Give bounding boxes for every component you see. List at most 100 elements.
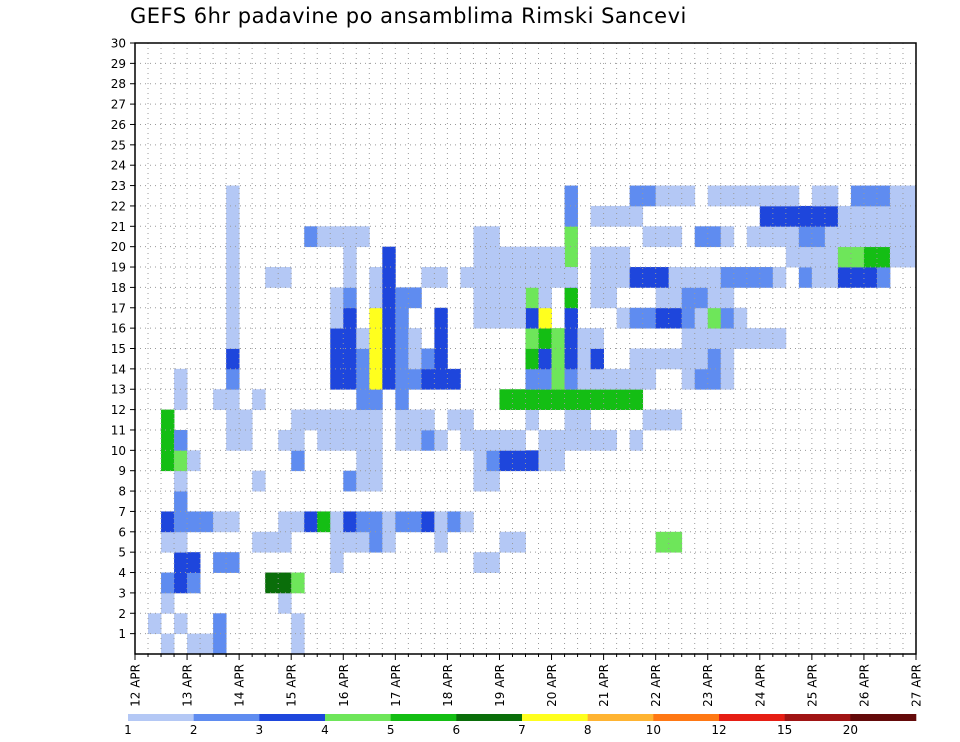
heat-cell (590, 348, 604, 370)
colorbar-label: 5 (387, 723, 395, 737)
y-tick-label: 23 (111, 179, 126, 193)
heat-cell (720, 226, 735, 248)
heat-cell (291, 572, 305, 594)
heat-cell (538, 307, 552, 329)
heat-cell (902, 205, 917, 227)
heat-cell (525, 307, 539, 329)
heat-cell (655, 226, 670, 248)
heat-cell (733, 185, 748, 207)
heat-cell (694, 307, 709, 329)
heat-cell (551, 368, 565, 390)
heat-cell (564, 185, 578, 207)
heat-cell (668, 287, 683, 309)
y-tick-label: 18 (111, 281, 126, 295)
heat-cell (395, 409, 409, 431)
heat-cell (226, 328, 240, 349)
heat-cell (200, 633, 214, 655)
heat-cell (655, 185, 670, 207)
heat-cell (434, 348, 448, 370)
heat-cell (278, 592, 292, 614)
heat-cell (291, 429, 305, 451)
heat-cell (382, 511, 396, 533)
heat-cell (291, 511, 305, 533)
heat-cell (824, 246, 839, 268)
heat-cell (434, 328, 448, 349)
heat-cell (525, 287, 539, 309)
colorbar-label: 12 (711, 723, 726, 737)
heat-cell (564, 409, 578, 431)
heat-cell (369, 328, 383, 349)
heat-cell (473, 552, 487, 573)
heat-cell (291, 613, 305, 635)
heat-cell (356, 328, 370, 349)
heat-cell (603, 205, 618, 227)
colorbar-label: 1 (124, 723, 132, 737)
y-tick-label: 27 (111, 98, 126, 112)
heat-cell (473, 307, 487, 329)
heat-cell (512, 287, 526, 309)
heat-cell (421, 267, 435, 288)
heat-cell (252, 389, 266, 410)
heat-cell (408, 368, 422, 390)
heat-cell (720, 185, 735, 207)
heat-cell (447, 511, 461, 533)
heat-cell (603, 246, 618, 268)
heat-cell (161, 429, 175, 451)
heat-cell (356, 511, 370, 533)
heat-cell (629, 368, 644, 390)
heat-cell (317, 511, 331, 533)
y-tick-label: 15 (111, 342, 126, 356)
heat-cell (811, 226, 826, 248)
heat-cell (642, 307, 657, 329)
heat-cell (681, 287, 696, 309)
y-tick-label: 16 (111, 322, 126, 336)
heat-cell (629, 267, 644, 288)
heat-cell (759, 267, 774, 288)
heat-cell (486, 429, 500, 451)
heat-cell (681, 267, 696, 288)
heat-cell (564, 267, 578, 288)
heat-cell (395, 348, 409, 370)
heat-cell (473, 287, 487, 309)
heat-cell (499, 307, 513, 329)
heat-cell (226, 226, 240, 248)
heat-cell (343, 348, 357, 370)
heat-cell (174, 552, 188, 573)
heat-cell (590, 246, 604, 268)
heat-cell (486, 246, 500, 268)
heat-cell (382, 328, 396, 349)
heat-cell (551, 246, 565, 268)
heat-cell (356, 450, 370, 472)
heat-cell (772, 328, 787, 349)
heat-cell (382, 531, 396, 553)
heat-cell (213, 633, 227, 655)
heat-cell (707, 307, 722, 329)
heat-cell (421, 409, 435, 431)
heat-cell (785, 246, 800, 268)
heat-cell (343, 328, 357, 349)
heat-cell (707, 368, 722, 390)
heat-cell (538, 328, 552, 349)
heat-cell (174, 511, 188, 533)
heat-cell (226, 246, 240, 268)
y-tick-label: 29 (111, 57, 126, 71)
heat-cell (473, 450, 487, 472)
heat-cell (187, 572, 201, 594)
heat-cell (408, 429, 422, 451)
heat-cell (876, 267, 891, 288)
heat-cell (486, 307, 500, 329)
heat-cell (603, 389, 618, 410)
heat-cell (343, 511, 357, 533)
heat-cell (421, 368, 435, 390)
y-tick-label: 7 (118, 505, 126, 519)
heat-cell (642, 368, 657, 390)
heat-cell (343, 267, 357, 288)
heat-cell (330, 511, 344, 533)
heat-cell (408, 348, 422, 370)
y-tick-label: 8 (118, 485, 126, 499)
heat-cell (356, 409, 370, 431)
y-tick-label: 1 (118, 627, 126, 641)
heat-cell (239, 409, 253, 431)
colorbar-swatch (128, 714, 194, 721)
heat-cell (512, 267, 526, 288)
